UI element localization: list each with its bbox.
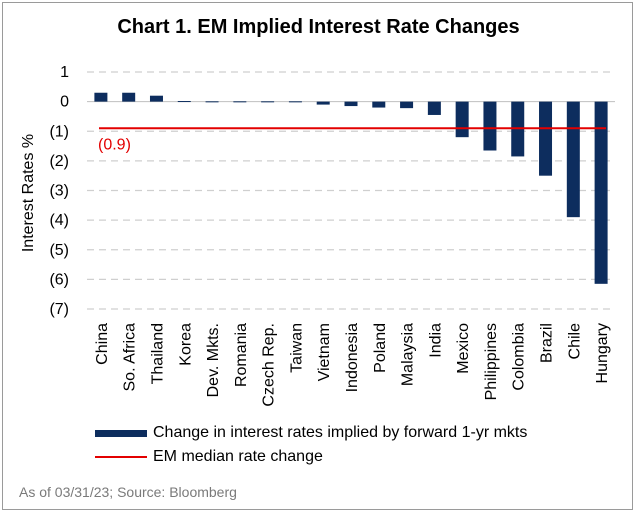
- x-tick-label: Poland: [372, 323, 389, 373]
- bar: [400, 101, 414, 109]
- bar: [94, 92, 108, 102]
- x-tick-label: Malaysia: [400, 323, 417, 386]
- bar: [483, 101, 497, 151]
- legend-item-median: EM median rate change: [95, 447, 323, 467]
- y-tick-label: (5): [49, 242, 69, 259]
- legend-swatch-line: [95, 456, 147, 458]
- x-tick-label: Mexico: [455, 323, 472, 374]
- y-axis-ticks: 1 0 (1) (2) (3) (4) (5) (6) (7): [49, 64, 69, 318]
- y-tick-label: (6): [49, 271, 69, 288]
- y-axis-label: Interest Rates %: [20, 134, 37, 252]
- bar: [288, 101, 302, 103]
- x-tick-label: Czech Rep.: [261, 323, 278, 407]
- bar: [177, 101, 191, 103]
- bar: [566, 101, 580, 218]
- x-tick-label: China: [94, 323, 111, 365]
- bar: [149, 95, 163, 102]
- x-axis-ticks: China So. Africa Thailand Korea Dev. Mkts. Ro…: [94, 323, 611, 407]
- chart-frame: Chart 1. EM Implied Interest Rate Change…: [2, 2, 633, 510]
- bar: [261, 101, 275, 103]
- y-tick-label: (4): [49, 212, 69, 229]
- x-tick-label: Hungary: [594, 323, 611, 383]
- x-tick-label: So. Africa: [122, 323, 139, 392]
- x-tick-label: Indonesia: [344, 323, 361, 392]
- x-tick-label: Taiwan: [288, 323, 305, 373]
- y-tick-label: (7): [49, 301, 69, 318]
- bar: [205, 101, 219, 103]
- y-tick-label: (3): [49, 183, 69, 200]
- bar: [427, 101, 441, 115]
- bar: [344, 101, 358, 107]
- chart-plot: 1 0 (1) (2) (3) (4) (5) (6) (7) China So. Africa T…: [20, 64, 615, 407]
- bar: [594, 101, 608, 284]
- bar: [316, 101, 330, 105]
- median-line-group: (0.9): [98, 127, 606, 153]
- x-tick-label: Korea: [177, 323, 194, 366]
- legend-label-bars: Change in interest rates implied by forw…: [153, 424, 528, 441]
- source-note: As of 03/31/23; Source: Bloomberg: [19, 484, 237, 500]
- legend-swatch-bar: [95, 429, 147, 437]
- x-tick-label: Thailand: [149, 323, 166, 384]
- legend-label-median: EM median rate change: [153, 448, 323, 465]
- gridlines: [87, 71, 615, 310]
- y-tick-label: (2): [49, 153, 69, 170]
- x-tick-label: Vietnam: [316, 323, 333, 381]
- bar: [539, 101, 553, 176]
- x-tick-label: Brazil: [539, 323, 556, 363]
- x-tick-label: Romania: [233, 323, 250, 387]
- y-tick-label: 1: [60, 64, 69, 81]
- chart-title: Chart 1. EM Implied Interest Rate Change…: [117, 16, 520, 38]
- bar: [372, 101, 386, 108]
- bar: [122, 92, 136, 102]
- median-label: (0.9): [98, 136, 131, 153]
- bars: [94, 92, 608, 284]
- bar: [455, 101, 469, 138]
- x-tick-label: Colombia: [511, 323, 528, 391]
- legend-item-bars: Change in interest rates implied by forw…: [95, 423, 527, 443]
- x-tick-label: Philippines: [483, 323, 500, 400]
- y-tick-label: (1): [49, 123, 69, 140]
- y-tick-label: 0: [60, 94, 69, 111]
- x-tick-label: Dev. Mkts.: [205, 323, 222, 397]
- bar: [233, 101, 247, 103]
- x-tick-label: Chile: [566, 323, 583, 360]
- x-tick-label: India: [427, 323, 444, 358]
